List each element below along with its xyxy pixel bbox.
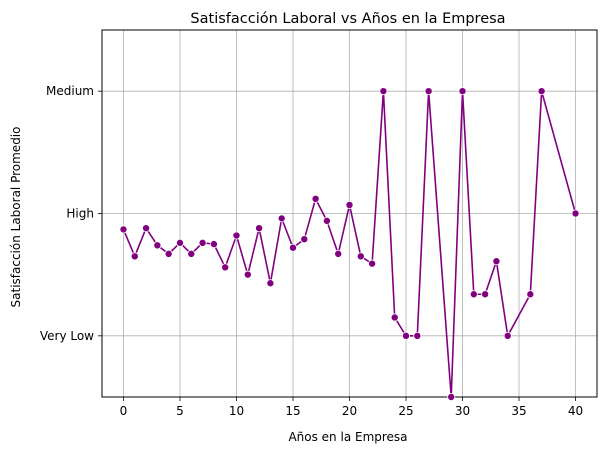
data-point bbox=[266, 279, 275, 288]
x-axis-title: Años en la Empresa bbox=[288, 430, 407, 444]
data-point bbox=[492, 257, 501, 266]
data-point bbox=[209, 240, 218, 249]
data-point bbox=[334, 249, 343, 258]
data-point bbox=[322, 216, 331, 225]
data-point bbox=[402, 331, 411, 340]
data-point bbox=[119, 225, 128, 234]
data-point bbox=[311, 194, 320, 203]
data-point bbox=[243, 270, 252, 279]
x-tick-label: 35 bbox=[511, 404, 526, 418]
x-tick-label: 5 bbox=[176, 404, 184, 418]
x-tick-label: 0 bbox=[120, 404, 128, 418]
data-point bbox=[356, 252, 365, 261]
data-point bbox=[130, 252, 139, 261]
data-point bbox=[469, 290, 478, 299]
data-point bbox=[187, 249, 196, 258]
data-point bbox=[571, 209, 580, 218]
data-point bbox=[526, 290, 535, 299]
series-layer bbox=[119, 87, 580, 401]
data-point bbox=[481, 290, 490, 299]
data-point bbox=[379, 87, 388, 96]
y-tick-label: High bbox=[66, 207, 94, 221]
data-point bbox=[142, 224, 151, 233]
y-axis-title: Satisfacción Laboral Promedio bbox=[9, 127, 23, 308]
x-axis: 0 5 10 15 20 25 30 35 40 bbox=[120, 397, 583, 418]
data-point bbox=[300, 235, 309, 244]
data-point bbox=[458, 87, 467, 96]
data-point bbox=[221, 263, 230, 272]
data-point bbox=[424, 87, 433, 96]
x-tick-label: 30 bbox=[455, 404, 470, 418]
data-point bbox=[288, 243, 297, 252]
data-point bbox=[198, 238, 207, 247]
data-point bbox=[390, 313, 399, 322]
data-point bbox=[345, 200, 354, 209]
data-point bbox=[153, 241, 162, 250]
x-tick-label: 20 bbox=[342, 404, 357, 418]
grid bbox=[102, 30, 597, 397]
x-tick-label: 10 bbox=[229, 404, 244, 418]
data-point bbox=[503, 331, 512, 340]
chart-title: Satisfacción Laboral vs Años en la Empre… bbox=[190, 11, 505, 27]
data-point bbox=[413, 331, 422, 340]
y-axis: Very Low High Medium bbox=[40, 84, 102, 343]
y-tick-label: Medium bbox=[46, 84, 94, 98]
data-point bbox=[255, 224, 264, 233]
x-tick-label: 15 bbox=[285, 404, 300, 418]
data-point bbox=[277, 214, 286, 223]
data-point bbox=[447, 392, 456, 401]
data-point bbox=[175, 238, 184, 247]
x-tick-label: 25 bbox=[398, 404, 413, 418]
data-point bbox=[232, 231, 241, 240]
y-tick-label: Very Low bbox=[40, 329, 94, 343]
data-point bbox=[164, 249, 173, 258]
data-point bbox=[368, 259, 377, 268]
data-point bbox=[537, 87, 546, 96]
x-tick-label: 40 bbox=[568, 404, 583, 418]
